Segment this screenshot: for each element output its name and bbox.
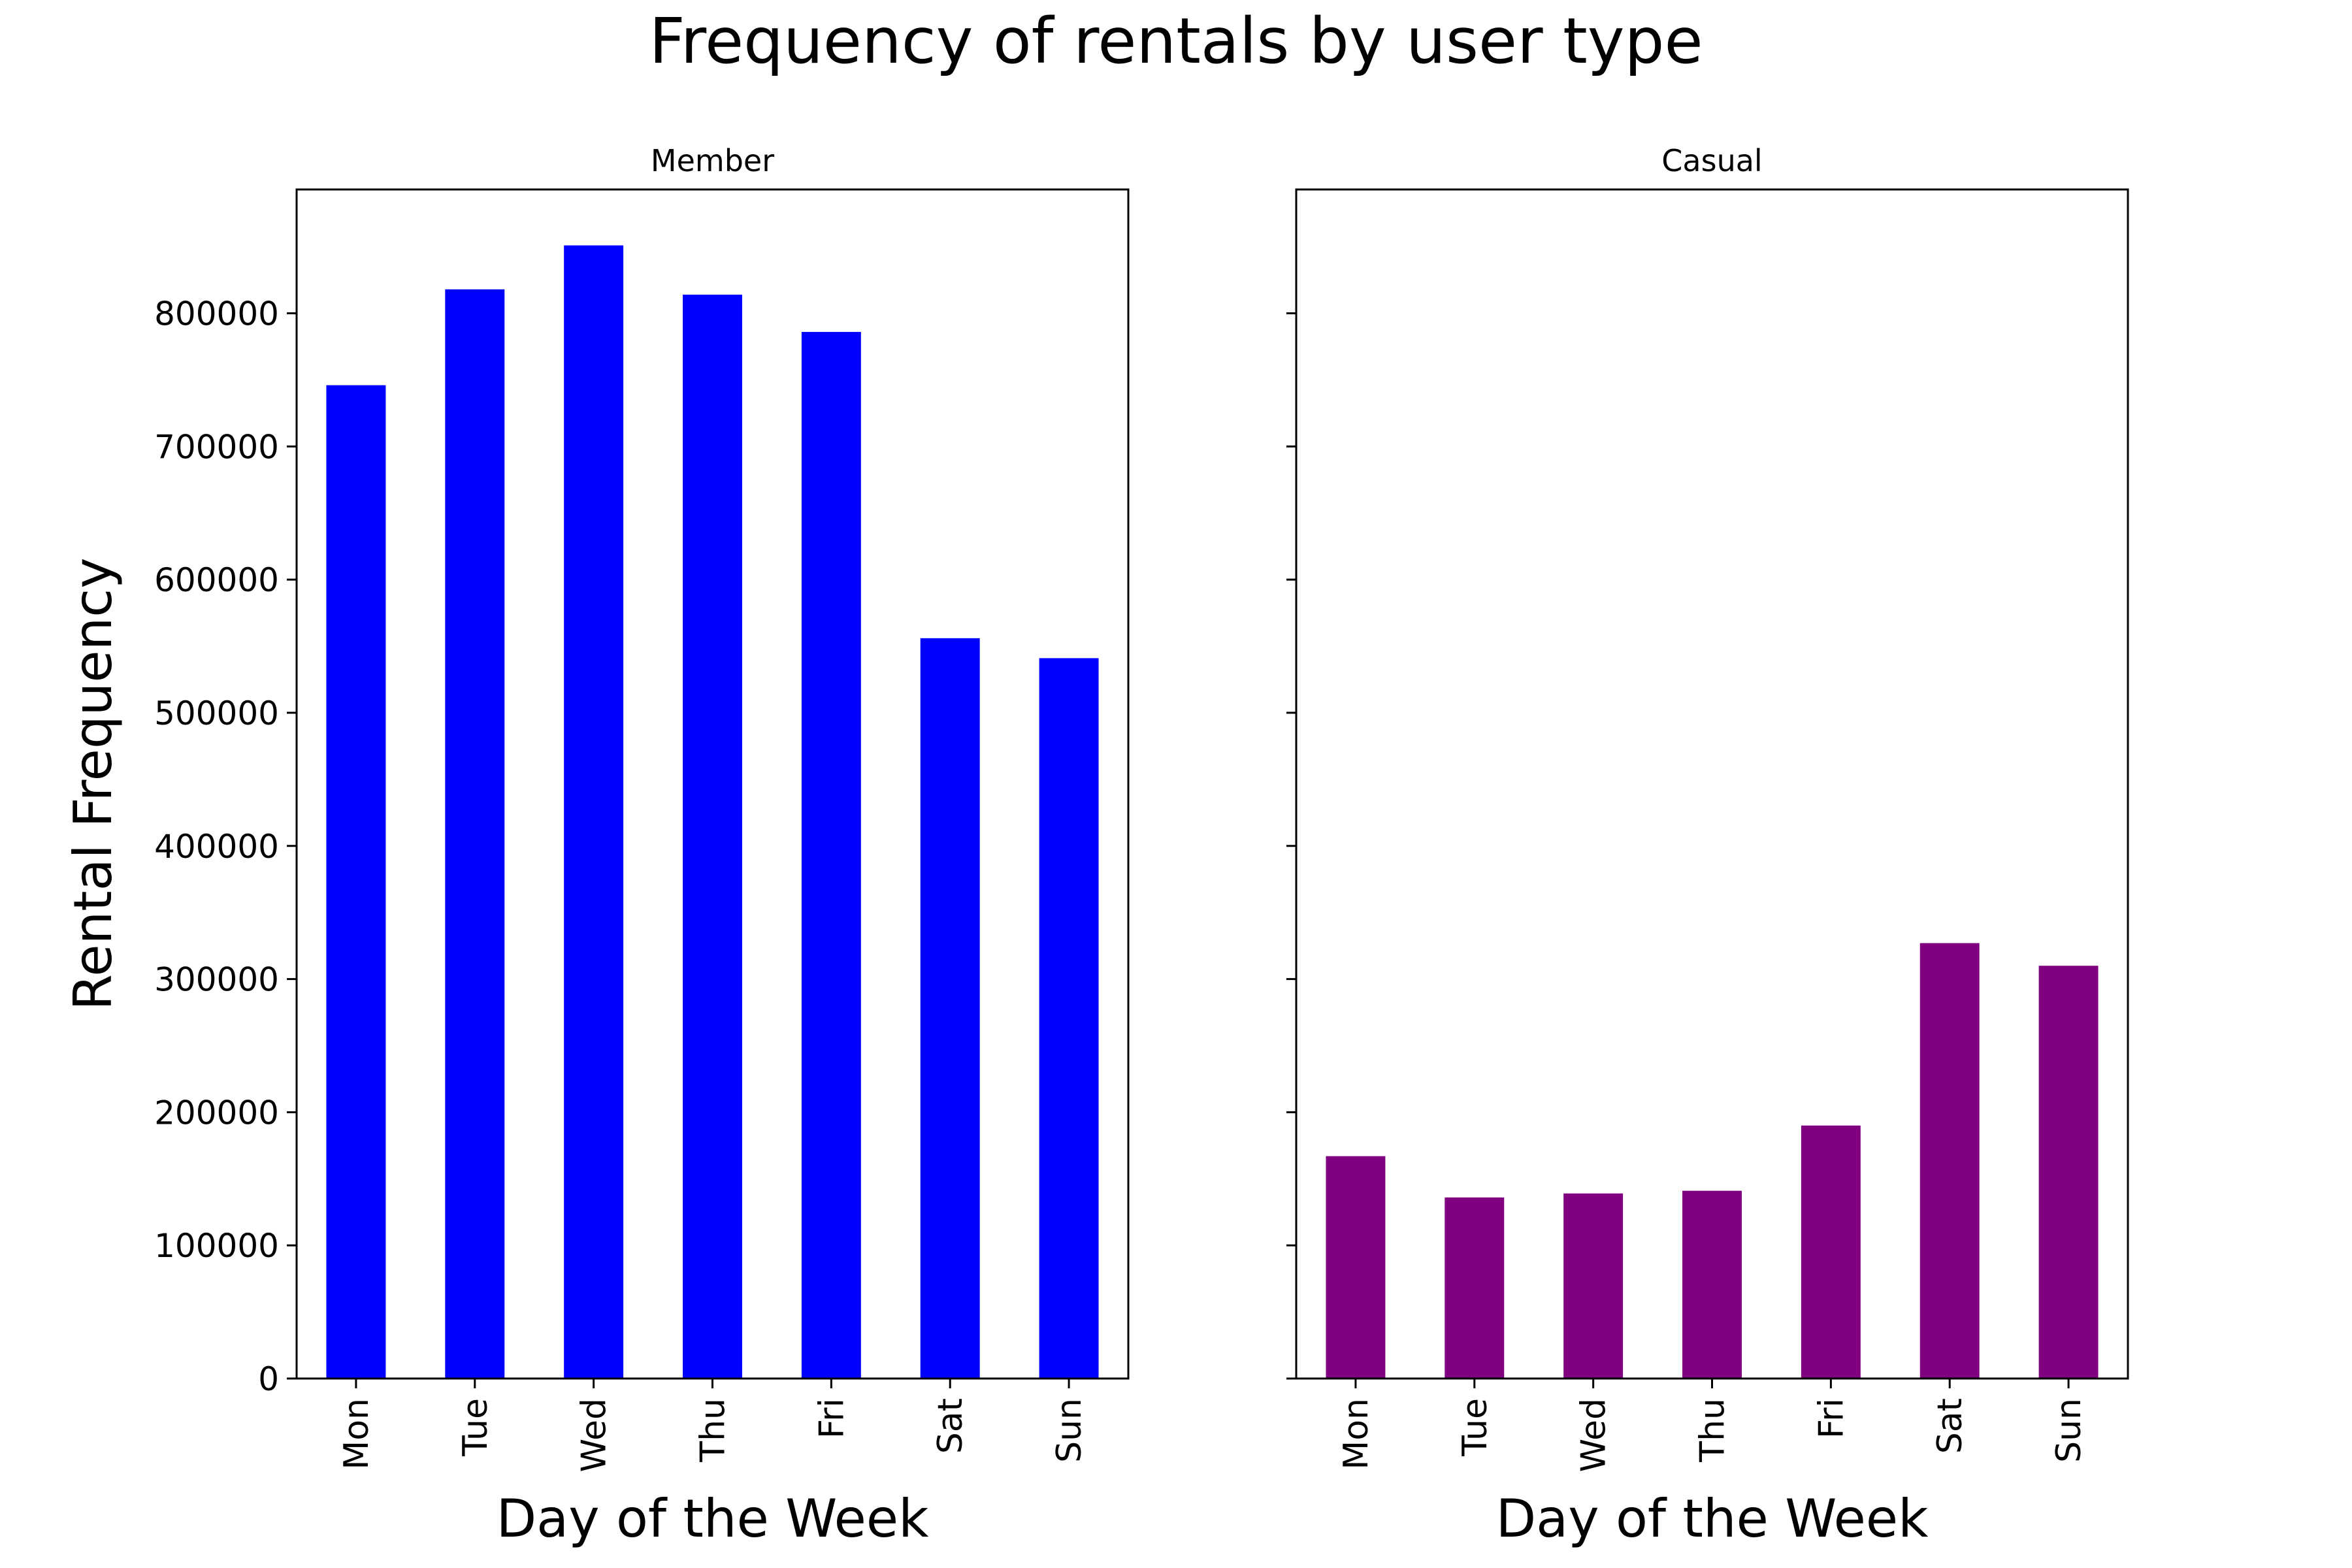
- member-xtick-label: Tue: [456, 1398, 495, 1457]
- casual-bar-sat: [1919, 943, 1980, 1379]
- member-bar-tue: [445, 289, 505, 1379]
- member-ytick-label: 700000: [154, 428, 279, 466]
- member-bar-sat: [920, 638, 980, 1379]
- casual-xtick-label: Sat: [1931, 1398, 1970, 1454]
- casual-x-axis-label: Day of the Week: [1496, 1488, 1929, 1549]
- member-xtick-label: Mon: [337, 1398, 376, 1470]
- casual-bar-tue: [1445, 1197, 1505, 1379]
- member-x-axis-label: Day of the Week: [497, 1488, 930, 1549]
- casual-xtick-label: Thu: [1693, 1398, 1733, 1463]
- casual-bar-fri: [1801, 1125, 1861, 1379]
- casual-xtick-label: Fri: [1812, 1398, 1851, 1439]
- figure-title: Frequency of rentals by user type: [649, 5, 1703, 78]
- member-panel-title: Member: [651, 143, 774, 178]
- member-bar-mon: [326, 385, 386, 1379]
- casual-xtick-label: Sun: [2050, 1398, 2089, 1463]
- member-bar-wed: [564, 245, 624, 1379]
- member-ytick-label: 800000: [154, 295, 279, 333]
- member-bar-thu: [683, 295, 742, 1379]
- member-ytick-label: 600000: [154, 561, 279, 599]
- member-bar-fri: [801, 332, 861, 1379]
- member-ytick-label: 500000: [154, 694, 279, 732]
- member-ytick-label: 0: [258, 1360, 279, 1398]
- casual-xtick-label: Wed: [1575, 1398, 1614, 1472]
- member-xtick-label: Wed: [575, 1398, 614, 1472]
- member-y-axis-label: Rental Frequency: [63, 557, 123, 1010]
- member-ytick-label: 200000: [154, 1094, 279, 1132]
- casual-xtick-label: Mon: [1337, 1398, 1376, 1470]
- member-xtick-label: Fri: [812, 1398, 851, 1439]
- casual-xtick-label: Tue: [1456, 1398, 1495, 1457]
- member-ytick-label: 100000: [154, 1227, 279, 1265]
- member-panel: 0 100000 200000 300000 400000 500000 600000 700…: [63, 143, 1130, 1549]
- casual-panel: Mon Tue Wed Thu Fri Sat Sun Casual Day of the We…: [1286, 143, 2129, 1549]
- member-xtick-label: Thu: [694, 1398, 733, 1463]
- casual-panel-title: Casual: [1661, 143, 1762, 178]
- member-xtick-label: Sat: [931, 1398, 970, 1454]
- casual-bar-mon: [1326, 1156, 1386, 1379]
- casual-bar-thu: [1682, 1190, 1742, 1379]
- casual-bar-wed: [1563, 1193, 1624, 1379]
- member-ytick-label: 400000: [154, 828, 279, 866]
- member-bar-sun: [1039, 658, 1099, 1379]
- casual-bar-sun: [2038, 966, 2099, 1379]
- member-ytick-label: 300000: [154, 961, 279, 999]
- member-xtick-label: Sun: [1050, 1398, 1089, 1463]
